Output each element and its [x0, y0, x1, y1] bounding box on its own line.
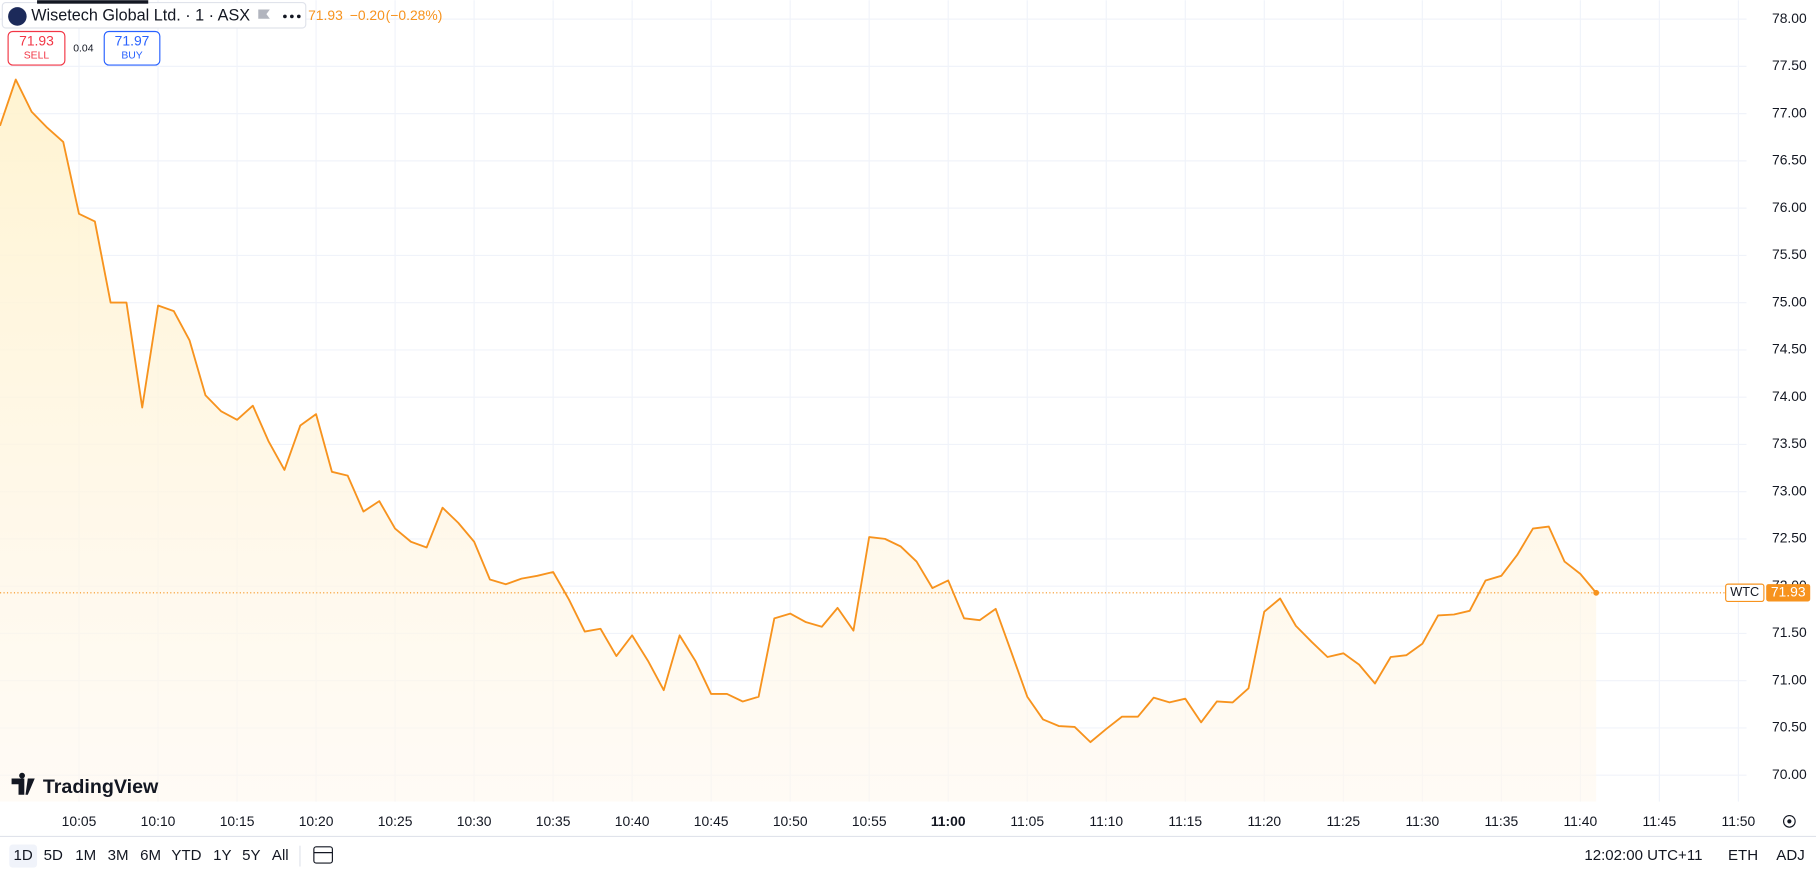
axes: 70.0070.5071.0071.5072.0072.5073.0073.50…: [62, 10, 1811, 829]
sell-button[interactable]: 71.93 SELL: [7, 30, 66, 66]
range-button[interactable]: 3M: [108, 847, 129, 864]
x-tick-label: 10:25: [378, 813, 413, 829]
symbol-tag-text: WTC: [1730, 584, 1759, 599]
x-tick-label: 11:15: [1168, 813, 1202, 829]
x-tick-label: 10:40: [615, 813, 650, 829]
header-box: [1, 1, 307, 29]
y-tick-label: 70.50: [1772, 719, 1807, 735]
symbol-title[interactable]: Wisetech Global Ltd. · 1 · ASX: [31, 7, 250, 25]
range-button[interactable]: 1M: [75, 847, 96, 864]
settings-icon[interactable]: [1782, 814, 1796, 828]
range-button[interactable]: All: [272, 847, 289, 864]
quote-change-pct: (−0.28%): [386, 7, 443, 23]
x-tick-label: 10:30: [457, 813, 492, 829]
x-tick-label: 11:20: [1247, 813, 1281, 829]
x-tick-label: 11:10: [1089, 813, 1123, 829]
x-tick-label: 10:10: [141, 813, 176, 829]
sell-price[interactable]: 71.93: [19, 33, 54, 49]
flag-icon[interactable]: [258, 9, 270, 19]
adjust-toggle[interactable]: ADJ: [1776, 847, 1804, 864]
range-button[interactable]: 1D: [14, 847, 33, 864]
y-tick-label: 70.00: [1772, 766, 1807, 782]
last-quote: 71.93: [308, 7, 343, 23]
quote-change: −0.20: [350, 7, 385, 23]
area-fill: [0, 79, 1597, 802]
y-tick-label: 71.50: [1772, 624, 1807, 640]
sell-label[interactable]: SELL: [24, 51, 50, 62]
x-tick-label: 11:50: [1722, 813, 1756, 829]
buy-price[interactable]: 71.97: [115, 33, 150, 49]
range-button[interactable]: 5Y: [242, 847, 260, 864]
range-button[interactable]: 1Y: [213, 847, 231, 864]
range-button[interactable]: 6M: [140, 847, 161, 864]
logo[interactable]: TradingView: [11, 772, 159, 798]
x-tick-label: 10:55: [852, 813, 887, 829]
range-active-bg: [9, 844, 38, 868]
y-tick-label: 76.00: [1772, 199, 1807, 215]
toolbar: 1D 5D 1M 3M 6M YTD 1Y 5Y All: [9, 844, 289, 868]
tooltip-tail: [37, 0, 149, 4]
y-tick-label: 75.50: [1772, 246, 1807, 262]
y-tick-label: 78.00: [1772, 10, 1807, 26]
y-tick-label: 77.00: [1772, 104, 1807, 120]
x-tick-label: 11:40: [1564, 813, 1598, 829]
y-tick-label: 76.50: [1772, 152, 1807, 168]
x-tick-label: 11:30: [1405, 813, 1439, 829]
x-tick-label: 10:45: [694, 813, 729, 829]
y-tick-label: 75.00: [1772, 293, 1807, 309]
last-point: [1593, 589, 1600, 596]
x-tick-label: 11:35: [1484, 813, 1518, 829]
price-line: [0, 78, 1597, 744]
range-button[interactable]: 5D: [44, 847, 63, 864]
y-tick-label: 74.50: [1772, 341, 1807, 357]
y-tick-label: 73.50: [1772, 435, 1807, 451]
y-tick-label: 72.50: [1772, 530, 1807, 546]
x-tick-label: 10:05: [62, 813, 97, 829]
x-tick-label: 10:15: [220, 813, 255, 829]
session-toggle[interactable]: ETH: [1728, 847, 1758, 864]
x-tick-label: 11:45: [1643, 813, 1677, 829]
plot: [0, 78, 1747, 802]
price-tag: [1766, 584, 1811, 602]
logo-text[interactable]: TradingView: [43, 776, 159, 798]
buy-label[interactable]: BUY: [121, 51, 142, 62]
range-button[interactable]: YTD: [171, 847, 201, 864]
x-tick-label: 11:05: [1010, 813, 1044, 829]
y-tick-label: 73.00: [1772, 482, 1807, 498]
symbol-icon: [8, 7, 27, 26]
more-icon[interactable]: [283, 14, 301, 19]
price-tag-text: 71.93: [1771, 583, 1806, 599]
x-tick-label: 10:35: [536, 813, 571, 829]
spread: 0.04: [73, 44, 93, 55]
y-tick-label: 71.00: [1772, 671, 1807, 687]
x-tick-label: 10:20: [299, 813, 334, 829]
symbol-tag: [1725, 583, 1765, 603]
y-tick-label: 77.50: [1772, 57, 1807, 73]
x-tick-label: 11:25: [1326, 813, 1360, 829]
y-tick-label: 74.00: [1772, 388, 1807, 404]
x-tick-label: 10:50: [773, 813, 808, 829]
goto-date-icon[interactable]: [313, 846, 333, 864]
buy-button[interactable]: 71.97 BUY: [103, 30, 161, 66]
clock[interactable]: 12:02:00 UTC+11: [1584, 847, 1702, 864]
x-tick-label: 11:00: [931, 813, 966, 829]
